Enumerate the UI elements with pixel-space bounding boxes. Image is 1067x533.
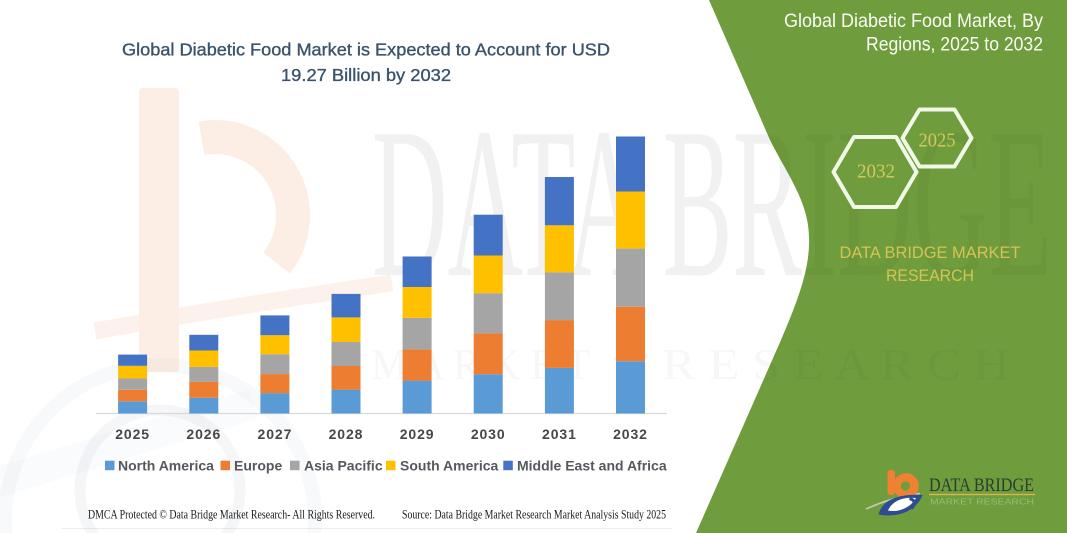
svg-text:DATA BRIDGE MARKET: DATA BRIDGE MARKET [840, 244, 1021, 262]
svg-text:19.27 Billion by 2032: 19.27 Billion by 2032 [281, 65, 451, 85]
svg-text:DMCA Protected © Data Bridge M: DMCA Protected © Data Bridge Market Rese… [88, 507, 375, 522]
svg-text:2027: 2027 [258, 426, 293, 442]
svg-text:2026: 2026 [186, 426, 221, 442]
svg-text:Europe: Europe [234, 458, 282, 474]
svg-text:2032: 2032 [613, 426, 648, 442]
svg-text:RESEARCH: RESEARCH [886, 267, 974, 285]
svg-text:North America: North America [118, 458, 214, 474]
svg-text:2030: 2030 [471, 426, 506, 442]
svg-text:2029: 2029 [400, 426, 435, 442]
svg-text:2028: 2028 [329, 426, 364, 442]
svg-text:Middle East and Africa: Middle East and Africa [517, 458, 667, 474]
svg-text:2025: 2025 [919, 130, 956, 152]
svg-text:MARKET RESEARCH: MARKET RESEARCH [930, 497, 1034, 507]
svg-text:2031: 2031 [542, 426, 577, 442]
svg-text:2032: 2032 [857, 161, 895, 183]
svg-text:DATA BRIDGE: DATA BRIDGE [929, 475, 1034, 496]
svg-text:Global Diabetic Food Market is: Global Diabetic Food Market is Expected … [122, 39, 610, 59]
svg-text:Asia Pacific: Asia Pacific [304, 458, 383, 474]
svg-text:Global Diabetic Food Market, B: Global Diabetic Food Market, By [784, 10, 1043, 32]
svg-text:Regions, 2025 to 2032: Regions, 2025 to 2032 [866, 34, 1043, 56]
svg-text:2025: 2025 [115, 426, 150, 442]
svg-text:DATA BRIDGE: DATA BRIDGE [372, 83, 1052, 322]
svg-text:South America: South America [400, 458, 498, 474]
svg-text:Source: Data Bridge Market Res: Source: Data Bridge Market Research Mark… [402, 507, 666, 522]
